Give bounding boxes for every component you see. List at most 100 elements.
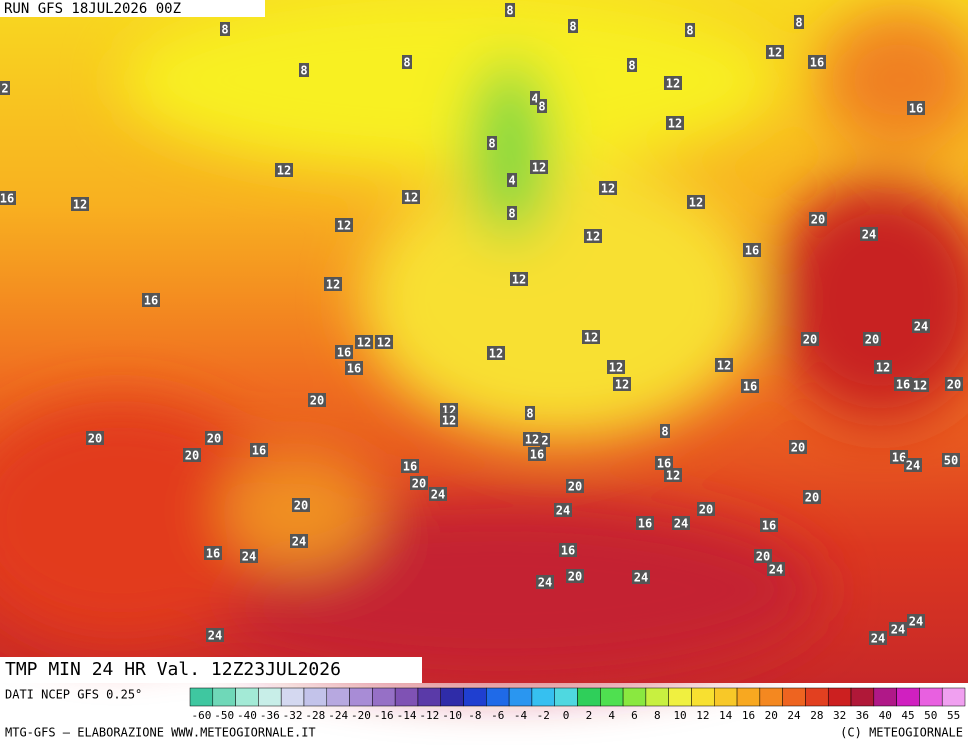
label-box <box>672 516 690 530</box>
map-label: 12 <box>668 117 682 131</box>
color-cell <box>622 687 647 707</box>
label-box <box>220 22 230 36</box>
map-label: 12 <box>73 198 87 212</box>
legend-label: -10 <box>442 709 462 722</box>
legend-label: -12 <box>419 709 439 722</box>
color-cell <box>873 687 897 707</box>
label-box <box>685 23 695 37</box>
label-box <box>568 19 578 33</box>
map-label: 24 <box>871 632 885 646</box>
map-label: 24 <box>906 459 920 473</box>
legend-label: 16 <box>742 709 755 722</box>
label-box <box>525 406 535 420</box>
color-cell <box>782 687 806 707</box>
map-label: 16 <box>909 102 923 116</box>
map-label: 8 <box>661 425 668 439</box>
color-cell <box>827 687 852 707</box>
map-label: 2 <box>1 82 8 96</box>
map-label: 16 <box>337 346 351 360</box>
map-title: TMP MIN 24 HR Val. 12Z23JUL2026 <box>5 659 341 680</box>
color-cell <box>805 687 829 707</box>
legend-label: 50 <box>924 709 937 722</box>
label-box <box>507 173 517 187</box>
label-box <box>743 243 761 257</box>
label-box <box>627 58 637 72</box>
map-label: 12 <box>532 161 546 175</box>
label-box <box>894 377 912 391</box>
label-box <box>324 277 342 291</box>
label-box <box>299 63 309 77</box>
map-label: 24 <box>914 320 928 334</box>
label-box <box>660 424 670 438</box>
color-cell <box>554 687 578 707</box>
legend-label: -8 <box>468 709 481 722</box>
color-cell <box>326 687 350 707</box>
map-label: 16 <box>144 294 158 308</box>
legend-label: 24 <box>787 709 801 722</box>
label-box <box>487 346 505 360</box>
label-box <box>809 212 827 226</box>
color-cell <box>645 687 669 707</box>
color-cell <box>577 687 601 707</box>
map-label: 8 <box>628 59 635 73</box>
map-label: 16 <box>745 244 759 258</box>
color-cell <box>531 687 555 707</box>
label-box <box>528 447 546 461</box>
source-label: DATI NCEP GFS 0.25° <box>5 688 142 702</box>
legend-label: 8 <box>654 709 661 722</box>
label-box <box>741 379 759 393</box>
color-cell <box>759 687 783 707</box>
color-cell <box>714 687 738 707</box>
map-label: 16 <box>657 457 671 471</box>
label-box <box>530 91 540 105</box>
map-label: 12 <box>489 347 503 361</box>
label-box <box>410 476 428 490</box>
map-label: 16 <box>762 519 776 533</box>
color-cell <box>258 687 282 707</box>
map-label: 12 <box>666 77 680 91</box>
footer-left: MTG-GFS — ELABORAZIONE WWW.METEOGIORNALE… <box>5 726 316 740</box>
legend-label: 12 <box>696 709 709 722</box>
map-label: 12 <box>876 361 890 375</box>
footer-right: (C) METEOGIORNALE <box>840 726 963 740</box>
label-box <box>429 487 447 501</box>
map-label: 16 <box>206 547 220 561</box>
label-box <box>204 546 222 560</box>
map-label: 24 <box>242 550 256 564</box>
label-box <box>584 229 602 243</box>
map-label: 16 <box>252 444 266 458</box>
label-box <box>687 195 705 209</box>
legend-label: -36 <box>260 709 280 722</box>
label-box <box>613 377 631 391</box>
color-cell <box>691 687 715 707</box>
map-label: 2 <box>541 434 548 448</box>
label-box <box>86 431 104 445</box>
map-label: 24 <box>909 615 923 629</box>
label-box <box>0 81 10 95</box>
map-label: 24 <box>769 563 783 577</box>
label-box <box>697 502 715 516</box>
legend-label: 20 <box>765 709 778 722</box>
map-label: 16 <box>530 448 544 462</box>
map-label: 24 <box>538 576 552 590</box>
legend-label: 55 <box>947 709 960 722</box>
map-label: 16 <box>403 460 417 474</box>
color-cell <box>736 687 761 707</box>
map-label: 24 <box>862 228 876 242</box>
color-cell <box>394 687 419 707</box>
map-label: 16 <box>347 362 361 376</box>
color-bar: -60 -50 -40 -36 -32 -28 -24 -20 -16 -14 -12 -10 -8 -6… <box>189 687 966 722</box>
label-box <box>335 345 353 359</box>
map-label: 16 <box>810 56 824 70</box>
map-label: 24 <box>891 623 905 637</box>
color-cell <box>303 687 328 707</box>
label-box <box>537 99 547 113</box>
map-label: 20 <box>207 432 221 446</box>
legend-label: -50 <box>214 709 234 722</box>
map-label: 24 <box>208 629 222 643</box>
label-box <box>487 136 497 150</box>
legend-label: -14 <box>397 709 417 722</box>
map-label: 24 <box>674 517 688 531</box>
